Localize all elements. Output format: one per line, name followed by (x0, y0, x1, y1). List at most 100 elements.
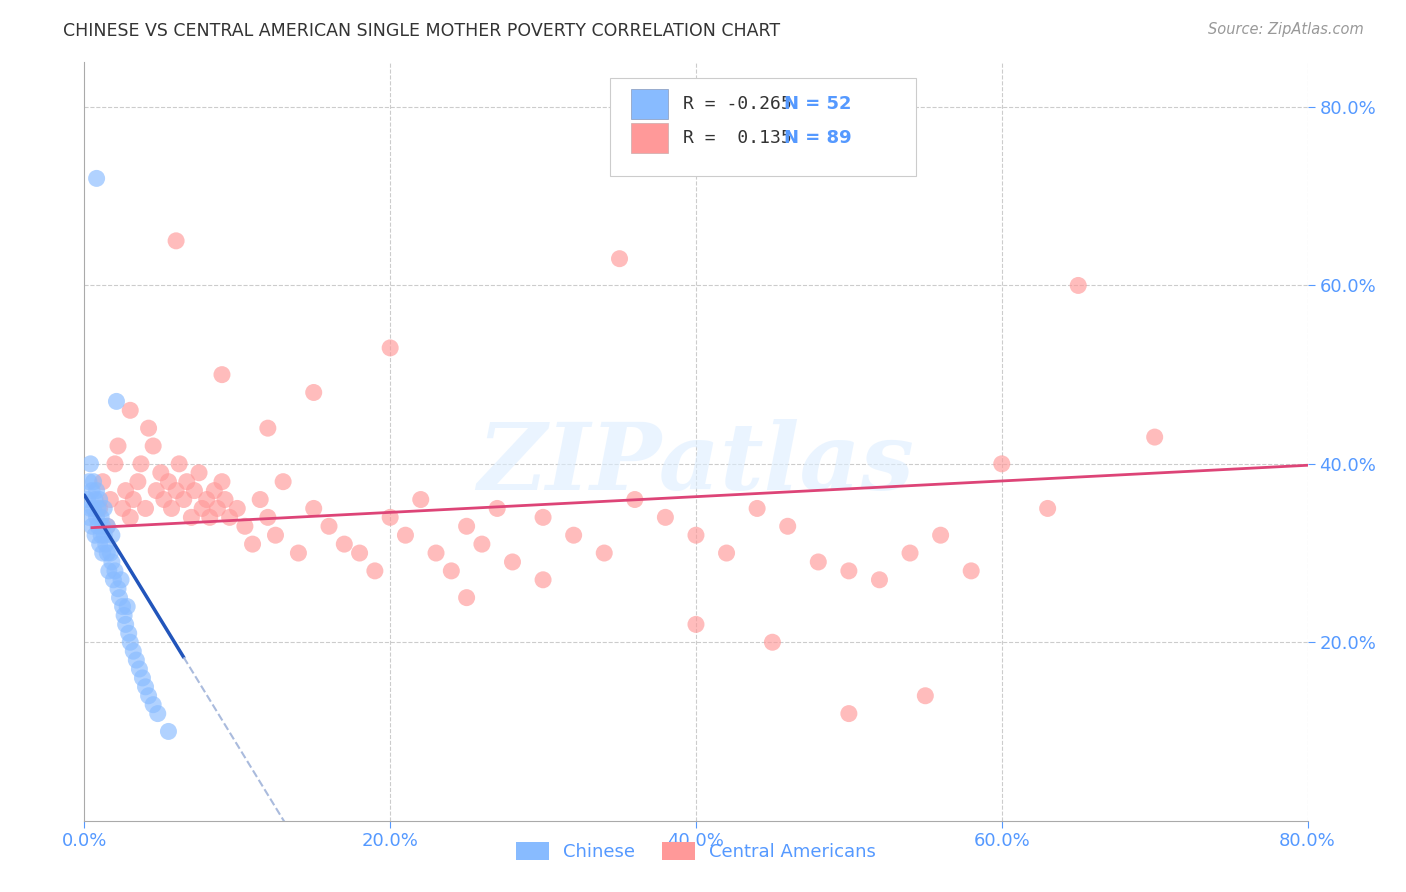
Point (685, 528, 707, 542)
Text: R =  0.135: R = 0.135 (682, 129, 792, 147)
Point (84, 492, 107, 507)
Point (86, 483, 108, 498)
Point (125, 653, 148, 667)
Text: R = -0.265: R = -0.265 (682, 95, 792, 113)
Point (685, 617, 707, 632)
Point (380, 510, 402, 524)
Point (167, 457, 190, 471)
Point (105, 394, 128, 409)
FancyBboxPatch shape (631, 123, 668, 153)
Point (654, 510, 676, 524)
Point (108, 591, 131, 605)
Point (425, 546, 447, 560)
Text: N = 52: N = 52 (785, 95, 852, 113)
Point (502, 555, 524, 569)
Point (249, 492, 271, 507)
Point (96, 519, 118, 533)
Point (83, 475, 105, 489)
Point (114, 617, 136, 632)
Point (211, 475, 233, 489)
Point (128, 662, 150, 676)
Point (165, 234, 187, 248)
Point (838, 564, 860, 578)
Point (1143, 430, 1166, 444)
Point (86, 171, 108, 186)
Point (76, 492, 98, 507)
Point (218, 510, 240, 524)
Point (91, 546, 114, 560)
Point (1036, 501, 1059, 516)
Point (761, 635, 783, 649)
Point (180, 510, 202, 524)
Legend: Chinese, Central Americans: Chinese, Central Americans (509, 835, 883, 869)
Point (960, 564, 983, 578)
Point (188, 466, 211, 480)
Point (89, 537, 111, 551)
Point (226, 501, 249, 516)
Point (94, 537, 117, 551)
Point (135, 501, 157, 516)
Point (110, 573, 132, 587)
Point (89, 492, 111, 507)
Point (90, 510, 112, 524)
Point (129, 457, 152, 471)
Point (149, 466, 172, 480)
Point (89, 501, 111, 516)
Point (562, 528, 585, 542)
Point (79, 457, 101, 471)
Point (86, 510, 108, 524)
Point (98, 546, 121, 560)
Point (120, 403, 142, 417)
Point (84, 528, 107, 542)
Point (318, 519, 340, 533)
Point (142, 439, 165, 453)
Point (87, 519, 110, 533)
Point (145, 483, 167, 498)
FancyBboxPatch shape (610, 78, 917, 177)
Point (176, 475, 198, 489)
Point (165, 483, 187, 498)
Point (157, 475, 180, 489)
Point (101, 555, 124, 569)
Point (242, 537, 264, 551)
Point (486, 501, 509, 516)
Point (257, 510, 280, 524)
Point (153, 492, 176, 507)
Point (207, 501, 229, 516)
Point (115, 599, 138, 614)
Point (257, 421, 280, 435)
Point (173, 492, 195, 507)
Point (87, 501, 110, 516)
Point (380, 341, 402, 355)
Point (531, 573, 554, 587)
Point (456, 591, 478, 605)
Point (349, 546, 371, 560)
Point (160, 501, 183, 516)
Point (77, 510, 100, 524)
Point (120, 635, 142, 649)
Point (90, 528, 112, 542)
Point (103, 573, 125, 587)
Point (138, 421, 160, 435)
Point (120, 510, 142, 524)
Point (991, 457, 1014, 471)
Point (107, 439, 129, 453)
Point (333, 537, 356, 551)
Point (93, 528, 115, 542)
Point (146, 706, 169, 721)
Point (114, 483, 136, 498)
Point (135, 680, 157, 694)
Point (776, 519, 799, 533)
Point (80, 519, 103, 533)
Point (91, 519, 114, 533)
Point (104, 457, 127, 471)
Point (83, 501, 105, 516)
Point (111, 501, 134, 516)
Point (191, 501, 214, 516)
Point (202, 483, 225, 498)
Point (127, 475, 149, 489)
Point (716, 546, 738, 560)
Point (807, 555, 830, 569)
Point (838, 706, 860, 721)
Point (471, 537, 494, 551)
